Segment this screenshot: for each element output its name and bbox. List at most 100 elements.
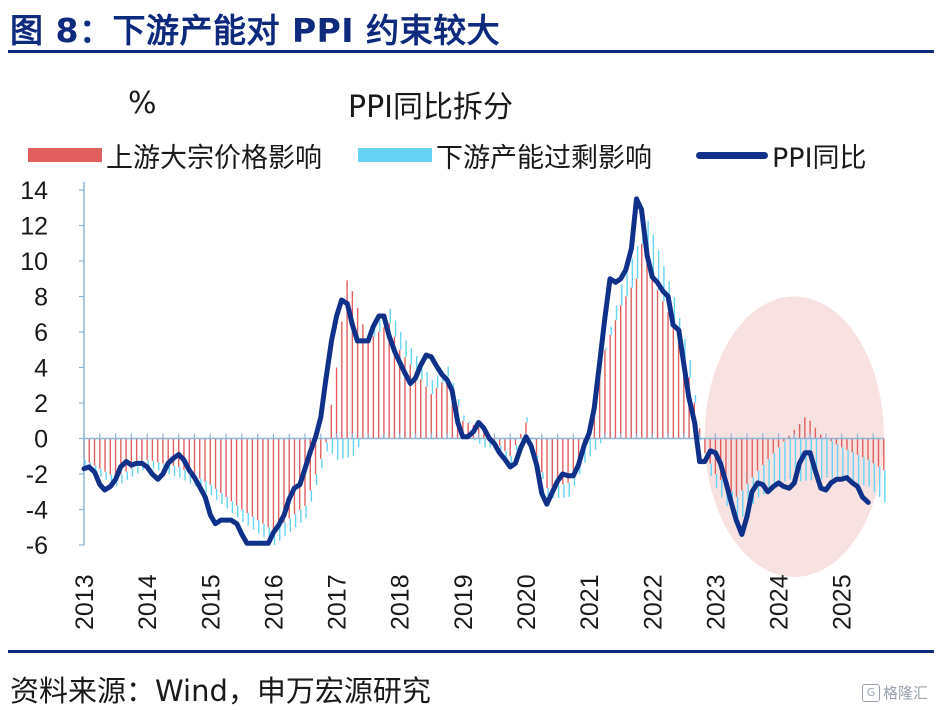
downstream-bar-3 [100,468,102,477]
downstream-bar-105 [636,245,639,279]
downstream-bar-120 [715,474,718,489]
y-tick-label-8: -2 [26,461,48,489]
upstream-bar-91 [562,438,564,485]
downstream-bar-62 [410,347,413,365]
downstream-bar-0 [84,459,86,467]
upstream-bar-107 [646,261,648,439]
legend-item-ppi: PPI同比 [696,138,867,174]
upstream-bar-122 [725,438,727,486]
downstream-bar-38 [284,522,286,537]
upstream-bar-9 [130,438,133,469]
upstream-bar-35 [267,438,269,528]
upstream-bar-5 [109,438,112,475]
upstream-bar-24 [209,438,211,485]
upstream-bar-29 [235,438,238,506]
downstream-bar-98 [600,438,602,444]
upstream-bar-21 [193,438,196,476]
upstream-bar-113 [677,341,680,439]
downstream-bar-131 [773,453,776,490]
downstream-bar-130 [768,459,770,492]
downstream-bar-40 [294,514,297,528]
upstream-bar-31 [246,438,248,514]
downstream-bar-61 [405,339,407,358]
x-tick-label-2022: 2022 [639,574,667,630]
downstream-bar-104 [631,258,634,288]
downstream-bar-24 [210,484,213,496]
downstream-bar-72 [463,415,465,421]
upstream-bar-45 [320,438,322,459]
downstream-bar-80 [505,450,507,462]
downstream-bar-149 [868,459,870,487]
downstream-bar-140 [821,438,823,480]
upstream-bar-94 [577,438,580,459]
upstream-bar-64 [420,379,422,439]
upstream-bar-76 [483,429,485,439]
downstream-bar-35 [268,527,270,542]
upstream-bar-123 [730,438,732,492]
upstream-bar-41 [299,438,301,511]
upstream-bar-15 [162,438,164,464]
downstream-bar-116 [694,394,697,403]
upstream-bar-143 [835,438,838,445]
upstream-bar-81 [509,438,511,457]
upstream-bar-137 [804,417,806,439]
upstream-bar-147 [856,438,859,455]
upstream-bar-50 [346,280,348,439]
downstream-bar-10 [137,465,139,474]
downstream-bar-103 [626,271,628,297]
downstream-bar-125 [742,490,744,517]
downstream-bar-23 [205,481,207,493]
downstream-bar-5 [110,474,113,484]
downstream-bar-114 [684,338,686,360]
upstream-bar-89 [551,438,553,487]
downstream-bar-48 [336,438,339,460]
upstream-bar-13 [151,438,154,461]
legend-swatch-ppi [696,151,768,159]
downstream-bar-97 [594,438,597,450]
upstream-bar-69 [446,376,448,439]
upstream-bar-70 [451,391,454,439]
upstream-bar-105 [635,278,638,439]
upstream-bar-40 [293,438,296,515]
downstream-bar-30 [242,509,244,522]
x-tick-label-2024: 2024 [766,574,794,630]
upstream-bar-53 [362,324,364,439]
downstream-bar-36 [273,530,276,545]
downstream-bar-126 [747,483,749,511]
upstream-bar-150 [872,438,874,464]
upstream-bar-148 [862,438,864,458]
downstream-bar-143 [836,444,839,480]
watermark-text: 格隆汇 [882,684,928,702]
upstream-bar-109 [656,289,659,439]
downstream-bar-102 [621,284,623,306]
y-tick-labels: 14 12 10 8 6 4 2 0 -2 -4 -6 [20,177,48,560]
downstream-bar-46 [326,442,328,452]
downstream-bar-12 [147,459,149,467]
upstream-bar-84 [525,422,527,439]
upstream-bar-46 [325,438,327,443]
upstream-bar-52 [356,307,359,439]
y-tick-label-1: 12 [20,213,48,241]
downstream-bar-142 [831,441,833,479]
downstream-bar-137 [805,438,807,481]
downstream-bar-63 [415,355,418,372]
downstream-bar-115 [689,360,691,378]
upstream-bar-126 [746,438,748,484]
downstream-bar-47 [331,438,334,454]
legend-swatch-downstream [358,148,432,162]
x-tick-label-2015: 2015 [197,574,225,630]
downstream-bar-121 [721,479,723,498]
downstream-bar-33 [258,520,260,534]
figure-title: 图 8：下游产能对 PPI 约束较大 [10,11,501,50]
downstream-bar-2 [94,465,97,474]
upstream-bar-10 [135,438,138,466]
downstream-bar-45 [321,458,323,469]
downstream-bar-82 [515,445,518,451]
downstream-bar-29 [236,505,239,518]
upstream-bar-140 [819,434,822,439]
x-tick-label-2020: 2020 [513,574,541,630]
upstream-bar-47 [330,404,333,439]
y-tick-label-10: -6 [26,532,48,560]
upstream-bar-68 [441,382,443,439]
downstream-bar-8 [126,471,128,480]
